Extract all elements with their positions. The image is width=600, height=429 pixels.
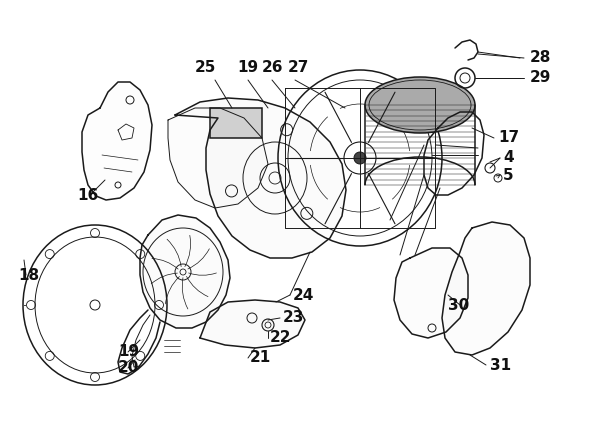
- Polygon shape: [200, 300, 305, 348]
- Text: 31: 31: [490, 357, 511, 372]
- Text: 23: 23: [283, 311, 304, 326]
- Text: 16: 16: [77, 187, 98, 202]
- Text: 19: 19: [118, 344, 139, 360]
- Text: 17: 17: [498, 130, 519, 145]
- Text: 4: 4: [503, 151, 514, 166]
- Text: 27: 27: [288, 60, 310, 76]
- Text: 18: 18: [18, 268, 39, 283]
- Text: 5: 5: [503, 167, 514, 182]
- Polygon shape: [82, 82, 152, 200]
- Polygon shape: [175, 98, 346, 258]
- Text: 30: 30: [448, 297, 469, 312]
- Text: 21: 21: [250, 350, 271, 366]
- Polygon shape: [168, 108, 268, 208]
- Polygon shape: [394, 248, 468, 338]
- Text: 29: 29: [530, 70, 551, 85]
- Ellipse shape: [354, 152, 366, 164]
- Polygon shape: [442, 222, 530, 355]
- Text: 19: 19: [237, 60, 258, 76]
- Text: 24: 24: [293, 287, 314, 302]
- Polygon shape: [140, 215, 230, 328]
- Text: 28: 28: [530, 51, 551, 66]
- Ellipse shape: [365, 77, 475, 133]
- Text: 22: 22: [270, 330, 292, 345]
- Text: 26: 26: [262, 60, 284, 76]
- Bar: [210, 108, 262, 138]
- Text: 25: 25: [195, 60, 217, 76]
- Text: 20: 20: [118, 360, 139, 375]
